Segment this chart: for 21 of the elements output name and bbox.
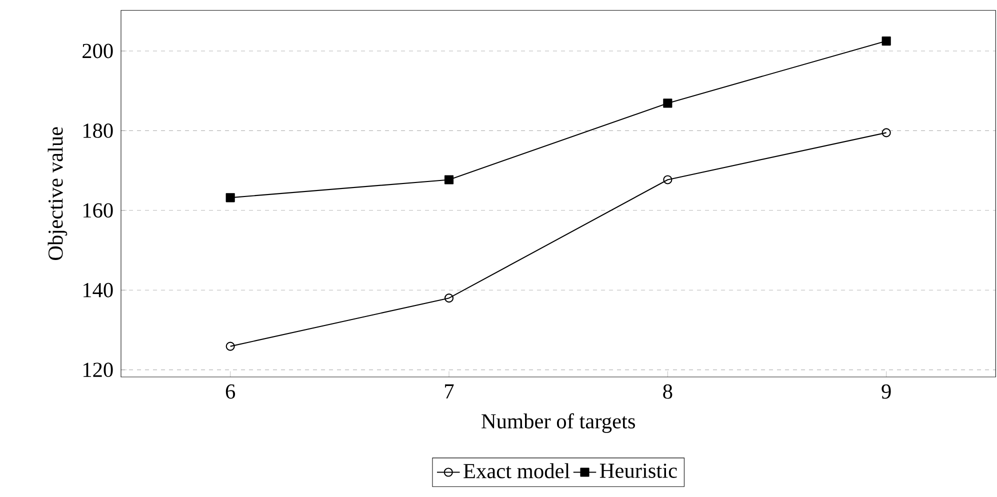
y-tick-label: 120 bbox=[84, 362, 113, 378]
y-tick-label: 180 bbox=[84, 124, 113, 138]
x-axis-title: Number of targets bbox=[482, 413, 635, 433]
point bbox=[444, 294, 454, 303]
x-tick-label: 6 bbox=[226, 384, 236, 399]
y-axis-title: Objective value bbox=[48, 127, 68, 260]
point bbox=[226, 193, 235, 202]
y-tick-label: 200 bbox=[82, 44, 113, 58]
point bbox=[226, 342, 235, 351]
x-tick-label: 9 bbox=[882, 384, 891, 399]
point bbox=[663, 98, 672, 108]
point bbox=[882, 36, 891, 46]
legend-label: Exact model bbox=[464, 463, 570, 478]
y-tick-label: 160 bbox=[84, 203, 113, 218]
point bbox=[444, 175, 454, 184]
y-tick-label: 140 bbox=[84, 282, 113, 298]
x-tick-label: 8 bbox=[663, 384, 672, 399]
legend-label: Heuristic bbox=[600, 464, 677, 478]
point bbox=[663, 175, 672, 184]
x-tick-label: 7 bbox=[445, 384, 454, 398]
point bbox=[882, 128, 891, 138]
